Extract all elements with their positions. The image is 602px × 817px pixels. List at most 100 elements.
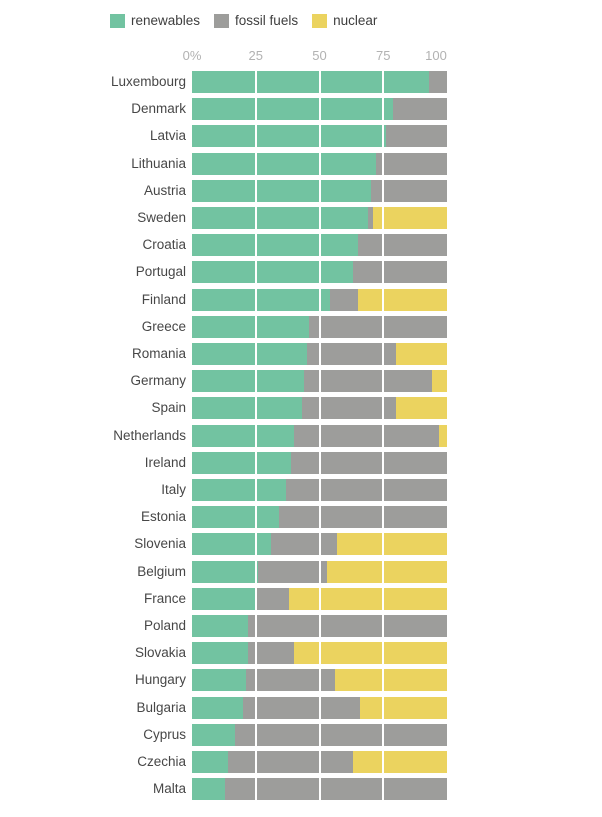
segment-renewables [192, 751, 228, 773]
axis-tick-25: 25 [248, 48, 263, 63]
segment-renewables [192, 179, 371, 202]
bar-row-estonia: Estonia [0, 506, 602, 529]
bar-row-latvia: Latvia [0, 125, 602, 148]
segment-renewables [192, 479, 287, 501]
country-label: Belgium [137, 563, 186, 579]
segment-nuclear [373, 207, 447, 229]
stacked-bar [192, 669, 447, 692]
axis-tick-50: 50 [312, 48, 327, 63]
country-label: Malta [152, 781, 186, 797]
stacked-bar [192, 751, 447, 773]
stacked-bar [192, 125, 447, 148]
stacked-bar [192, 778, 447, 801]
country-label: Greece [141, 318, 186, 334]
segment-nuclear [360, 696, 447, 719]
segment-fossil-fuels [309, 315, 447, 338]
segment-fossil-fuels [271, 533, 338, 556]
country-label: Estonia [140, 509, 186, 525]
stacked-bar [192, 723, 447, 746]
plot-area: Luxembourg Denmark Latvia Lithuania Austria S… [0, 71, 602, 811]
segment-fossil-fuels [294, 424, 440, 447]
stacked-bar [192, 234, 447, 257]
country-label: France [143, 590, 186, 606]
segment-fossil-fuels [357, 234, 447, 257]
segment-fossil-fuels [227, 751, 353, 773]
segment-fossil-fuels [429, 71, 447, 93]
segment-renewables [192, 723, 236, 746]
country-label: Luxembourg [110, 74, 186, 89]
country-label: Sweden [137, 210, 186, 225]
bar-row-spain: Spain [0, 397, 602, 420]
stacked-bar [192, 615, 447, 637]
country-label: Netherlands [113, 427, 186, 443]
segment-fossil-fuels [352, 261, 447, 284]
segment-fossil-fuels [278, 506, 447, 529]
segment-nuclear [293, 642, 447, 665]
stacked-bar [192, 696, 447, 719]
axis-tick-100: 100 [425, 48, 447, 63]
segment-nuclear [439, 424, 447, 447]
segment-renewables [192, 71, 430, 93]
segment-fossil-fuels [245, 669, 335, 692]
stacked-bar [192, 207, 447, 229]
stacked-bar [192, 152, 447, 175]
bar-row-netherlands: Netherlands [0, 424, 602, 447]
bar-row-sweden: Sweden [0, 207, 602, 229]
stacked-bar [192, 587, 447, 610]
segment-nuclear [334, 669, 447, 692]
axis-tick-75: 75 [376, 48, 391, 63]
stacked-bar [192, 533, 447, 556]
stacked-bar [192, 288, 447, 311]
segment-renewables [192, 207, 368, 229]
segment-fossil-fuels [225, 778, 447, 801]
segment-fossil-fuels [243, 696, 361, 719]
bar-row-france: France [0, 587, 602, 610]
segment-fossil-fuels [306, 343, 396, 365]
segment-renewables [192, 642, 249, 665]
segment-fossil-fuels [375, 152, 447, 175]
segment-nuclear [288, 587, 447, 610]
country-label: Bulgaria [136, 699, 186, 715]
segment-nuclear [327, 560, 447, 583]
segment-renewables [192, 288, 330, 311]
country-label: Finland [141, 291, 186, 307]
bar-row-belgium: Belgium [0, 560, 602, 583]
segment-renewables [192, 506, 279, 529]
segment-renewables [192, 125, 386, 148]
stacked-bar [192, 261, 447, 284]
legend-label: nuclear [333, 13, 378, 28]
bar-row-malta: Malta [0, 778, 602, 801]
country-label: Poland [143, 618, 186, 633]
segment-fossil-fuels [304, 370, 432, 393]
country-label: Slovenia [134, 536, 186, 552]
segment-renewables [192, 315, 310, 338]
bar-row-romania: Romania [0, 343, 602, 365]
country-label: Germany [130, 373, 186, 389]
bar-row-luxembourg: Luxembourg [0, 71, 602, 93]
segment-fossil-fuels [370, 179, 447, 202]
stacked-bar [192, 424, 447, 447]
segment-nuclear [431, 370, 447, 393]
bar-row-greece: Greece [0, 315, 602, 338]
segment-renewables [192, 234, 358, 257]
bar-row-denmark: Denmark [0, 98, 602, 121]
stacked-bar [192, 370, 447, 393]
stacked-bar [192, 560, 447, 583]
segment-renewables [192, 343, 307, 365]
country-label: Lithuania [131, 155, 186, 171]
segment-fossil-fuels [291, 451, 447, 474]
segment-fossil-fuels [286, 479, 447, 501]
segment-renewables [192, 533, 272, 556]
segment-fossil-fuels [393, 98, 447, 121]
segment-renewables [192, 696, 243, 719]
legend-item-renewables: renewables [110, 13, 200, 28]
legend: renewables fossil fuels nuclear [110, 13, 377, 28]
bar-row-austria: Austria [0, 179, 602, 202]
country-label: Spain [151, 400, 186, 416]
segment-fossil-fuels [258, 560, 328, 583]
stacked-bar [192, 343, 447, 365]
bar-row-finland: Finland [0, 288, 602, 311]
stacked-bar [192, 179, 447, 202]
bar-row-croatia: Croatia [0, 234, 602, 257]
segment-renewables [192, 98, 394, 121]
